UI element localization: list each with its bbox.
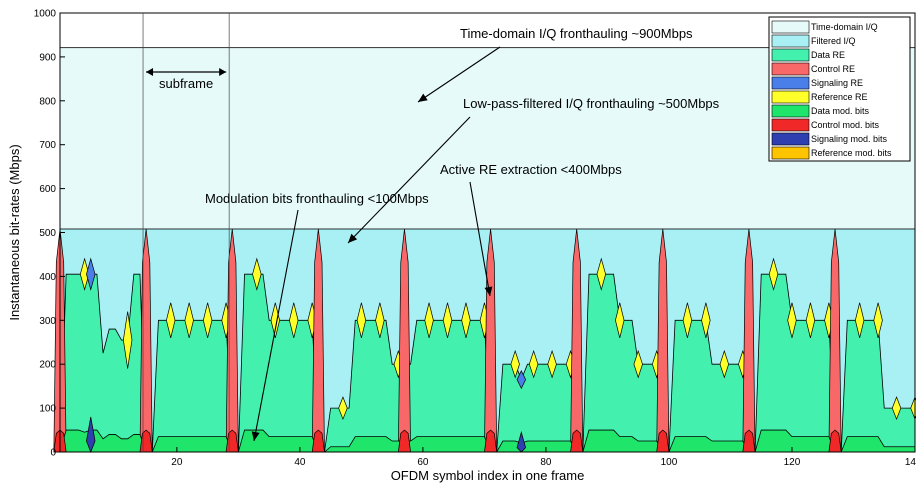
reference-re-peak [461,302,471,338]
annotations: subframe Time-domain I/Q fronthauling ~90… [142,13,720,452]
legend-entry: Time-domain I/Q [811,22,878,32]
annotation-arrow [417,46,501,103]
legend-swatch [771,104,810,118]
legend-swatch [771,118,810,132]
x-tick-label: 100 [661,457,678,468]
reference-re-peak [442,302,453,338]
reference-re-peak [891,396,902,421]
reference-re-peak [615,302,625,338]
y-tick-label: 500 [39,228,56,239]
legend-entry: Reference mod. bits [811,148,892,158]
reference-re-peak [270,302,280,338]
y-tick-label: 1000 [34,9,57,20]
y-tick-label: 200 [39,360,56,371]
legend-entry: Data RE [811,50,845,60]
reference-re-peak [338,396,348,421]
axes: 0 100 200 300 400 500 600 700 800 900 1000 20 40 60 80… [7,9,916,484]
annotation-arrow [469,181,491,297]
reference-re-peak [719,349,729,379]
reference-re-peak [805,302,816,338]
reference-re-peak [166,302,176,338]
legend-entry: Filtered I/Q [811,36,856,46]
legend-swatch [771,146,810,160]
y-axis-label: Instantaneous bit-rates (Mbps) [7,144,22,320]
reference-re-peak [356,302,367,338]
reference-re-peak [854,302,865,338]
annotation-text: Active RE extraction <400Mbps [440,162,622,177]
annotation-arrowhead [251,431,260,441]
legend: Time-domain I/Q Filtered I/Q Data RE Contro… [768,16,911,162]
annotation-text: Low-pass-filtered I/Q fronthauling ~500M… [463,96,720,111]
reference-re-peak [184,302,194,338]
signaling-mod-bits-peak [516,430,527,453]
legend-swatch [771,76,810,90]
reference-re-peak [873,302,883,338]
reference-re-peak [289,302,299,338]
y-tick-label: 600 [39,184,56,195]
legend-swatch [771,62,810,76]
legend-entry: Control RE [811,64,855,74]
y-tick-label: 100 [39,404,56,415]
reference-re-peak [633,349,643,379]
reference-re-peak [424,302,434,338]
legend-entry: Signaling RE [811,78,863,88]
legend-swatch [771,20,810,34]
legend-entry: Reference RE [811,92,868,102]
signaling-re-peak [516,369,527,390]
signaling-re-peak [86,257,96,291]
legend-entry: Control mod. bits [811,120,880,130]
legend-entry: Data mod. bits [811,106,870,116]
reference-re-peak [768,257,779,291]
x-axis-label: OFDM symbol index in one frame [391,468,585,483]
x-tick-label: 40 [294,457,306,468]
x-tick-label: 120 [784,457,801,468]
annotation-arrowhead [348,233,358,243]
reference-re-peak [596,257,606,291]
y-tick-label: 900 [39,52,56,63]
y-tick-label: 400 [39,272,56,283]
reference-re-peak [123,311,133,369]
y-tick-label: 800 [39,96,56,107]
reference-re-peak [787,302,797,338]
reference-re-peak [202,302,213,338]
reference-re-peak [701,302,711,338]
annotation-arrow [253,209,299,442]
legend-swatch [771,90,810,104]
legend-swatch [771,132,810,146]
signaling-mod-bits-peak [86,416,96,453]
reference-re-peak [528,349,539,379]
y-tick-label: 0 [50,448,56,459]
y-tick-label: 300 [39,316,56,327]
annotation-arrowhead [418,93,428,102]
subframe-label: subframe [159,76,213,91]
legend-swatch [771,48,810,62]
reference-re-peak [252,257,262,291]
reference-re-peak [510,349,520,379]
annotation-arrowhead [484,286,493,296]
annotation-arrow [347,116,471,244]
x-tick-label: 20 [171,457,183,468]
reference-re-peak [682,302,693,338]
reference-re-peak [375,302,385,338]
reference-re-peak [547,349,557,379]
annotation-text: Modulation bits fronthauling <100Mbps [205,191,429,206]
x-tick-label: 14 [905,457,916,468]
x-tick-label: 80 [540,457,552,468]
legend-entry: Signaling mod. bits [811,134,888,144]
x-tick-label: 60 [417,457,429,468]
annotation-text: Time-domain I/Q fronthauling ~900Mbps [460,26,693,41]
y-tick-label: 700 [39,140,56,151]
legend-swatch [771,34,810,48]
